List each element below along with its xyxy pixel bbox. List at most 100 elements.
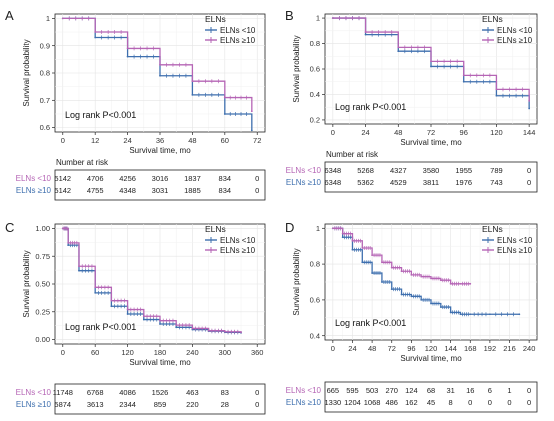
data-point <box>126 47 129 50</box>
data-point <box>223 113 226 115</box>
legend-title: ELNs <box>205 14 226 24</box>
x-tick-label: 48 <box>368 344 376 353</box>
data-point <box>361 261 364 264</box>
data-point <box>495 88 498 91</box>
x-tick-label: 36 <box>156 136 164 145</box>
data-point <box>462 74 465 77</box>
gridlines <box>55 224 265 344</box>
risk-count: 28 <box>221 400 229 409</box>
risk-count: 503 <box>366 386 379 395</box>
risk-count: 4256 <box>119 174 136 183</box>
risk-count: 5874 <box>54 400 71 409</box>
risk-count: 1526 <box>152 388 169 397</box>
risk-count: 6 <box>488 386 492 395</box>
km-panel-a: A 0 12 24 36 48 60 72 0.6 0.7 0.8 0.9 1 Survival time… <box>5 8 266 201</box>
y-tick-label: 0.8 <box>40 69 50 78</box>
data-point <box>420 299 423 301</box>
y-axis-label: Survival probability <box>22 250 31 317</box>
risk-count: 1 <box>507 386 511 395</box>
panel-letter: C <box>5 220 14 235</box>
data-point <box>67 244 70 247</box>
data-point <box>449 311 452 314</box>
data-point <box>159 63 161 66</box>
risk-table: ELNs <10 665 595 503 270 124 68 31 16 6 1 0 ELNs ≥10… <box>286 381 538 413</box>
data-point <box>364 33 367 36</box>
risk-count: 3580 <box>423 166 440 175</box>
y-tick-label: 0.9 <box>40 41 50 50</box>
x-axis-label: Survival time, mo <box>129 146 191 155</box>
y-axis-label: Survival probability <box>292 35 301 102</box>
data-point <box>528 107 531 110</box>
risk-row-label: ELNs ≥10 <box>16 186 52 195</box>
data-point <box>223 330 226 333</box>
data-point <box>331 227 334 230</box>
y-axis-label: Survival probability <box>22 39 31 106</box>
data-point <box>400 293 403 296</box>
risk-table: ELNs <10 11748 6768 4086 1526 463 83 0 ELNs ≥10 5… <box>16 383 266 415</box>
risk-count: 665 <box>327 386 340 395</box>
risk-count: 4755 <box>87 186 104 195</box>
y-tick-label: 0.25 <box>35 307 50 316</box>
x-tick-label: 96 <box>460 128 468 137</box>
x-tick-label: 72 <box>388 344 396 353</box>
risk-count: 5142 <box>54 174 71 183</box>
risk-count: 0 <box>255 186 259 195</box>
x-tick-label: 144 <box>444 344 457 353</box>
data-point <box>528 99 531 102</box>
x-tick-label: 120 <box>425 344 438 353</box>
risk-count: 0 <box>527 166 531 175</box>
risk-count: 31 <box>446 386 454 395</box>
risk-count: 4327 <box>390 166 407 175</box>
y-tick-label: 0.8 <box>310 260 320 269</box>
series-elns-ge10 <box>61 16 253 113</box>
risk-count: 0 <box>488 398 492 407</box>
data-point <box>94 36 97 39</box>
y-tick-label: 0.4 <box>310 331 320 340</box>
panel-letter: B <box>285 8 294 23</box>
km-panel-c: C 0 60 120 180 240 300 360 0.00 0.25 0.50 0.75 1.00 S… <box>5 220 266 415</box>
data-point <box>469 282 472 285</box>
x-tick-label: 168 <box>464 344 477 353</box>
legend-entry: ELNs ≥10 <box>220 246 256 255</box>
data-point <box>430 65 432 68</box>
y-tick-label: 0.4 <box>310 90 320 99</box>
risk-count: 3613 <box>87 400 104 409</box>
data-point <box>159 319 161 322</box>
risk-count: 0 <box>468 398 472 407</box>
y-tick-label: 0.2 <box>310 116 320 125</box>
data-point <box>381 281 383 283</box>
data-point <box>341 232 344 235</box>
risk-count: 0 <box>255 400 259 409</box>
data-point <box>495 94 498 97</box>
legend-entry: ELNs ≥10 <box>220 36 256 45</box>
y-tick-label: 0.50 <box>35 280 50 289</box>
data-point <box>351 239 354 242</box>
x-tick-label: 0 <box>61 348 65 357</box>
data-point <box>94 31 97 33</box>
risk-count: 834 <box>219 174 232 183</box>
series-elns-ge10 <box>61 226 242 334</box>
risk-table: Number at risk ELNs <10 5142 4706 4256 3016 18… <box>16 158 266 201</box>
risk-count: 68 <box>427 386 435 395</box>
risk-count: 1976 <box>455 178 472 187</box>
legend-entry: ELNs <10 <box>497 26 533 35</box>
data-point <box>61 227 64 230</box>
data-point <box>459 282 462 285</box>
data-point <box>459 313 462 316</box>
y-tick-label: 0.6 <box>40 123 50 132</box>
risk-count: 834 <box>219 186 232 195</box>
x-tick-label: 0 <box>61 136 65 145</box>
data-point <box>94 286 97 289</box>
series-elns-lt10 <box>331 226 521 317</box>
risk-count: 1885 <box>184 186 201 195</box>
legend-title: ELNs <box>205 224 226 234</box>
data-point <box>469 313 472 316</box>
data-point <box>410 295 413 298</box>
y-tick-label: 0.75 <box>35 252 50 261</box>
x-tick-label: 216 <box>503 344 516 353</box>
data-point <box>240 331 242 334</box>
